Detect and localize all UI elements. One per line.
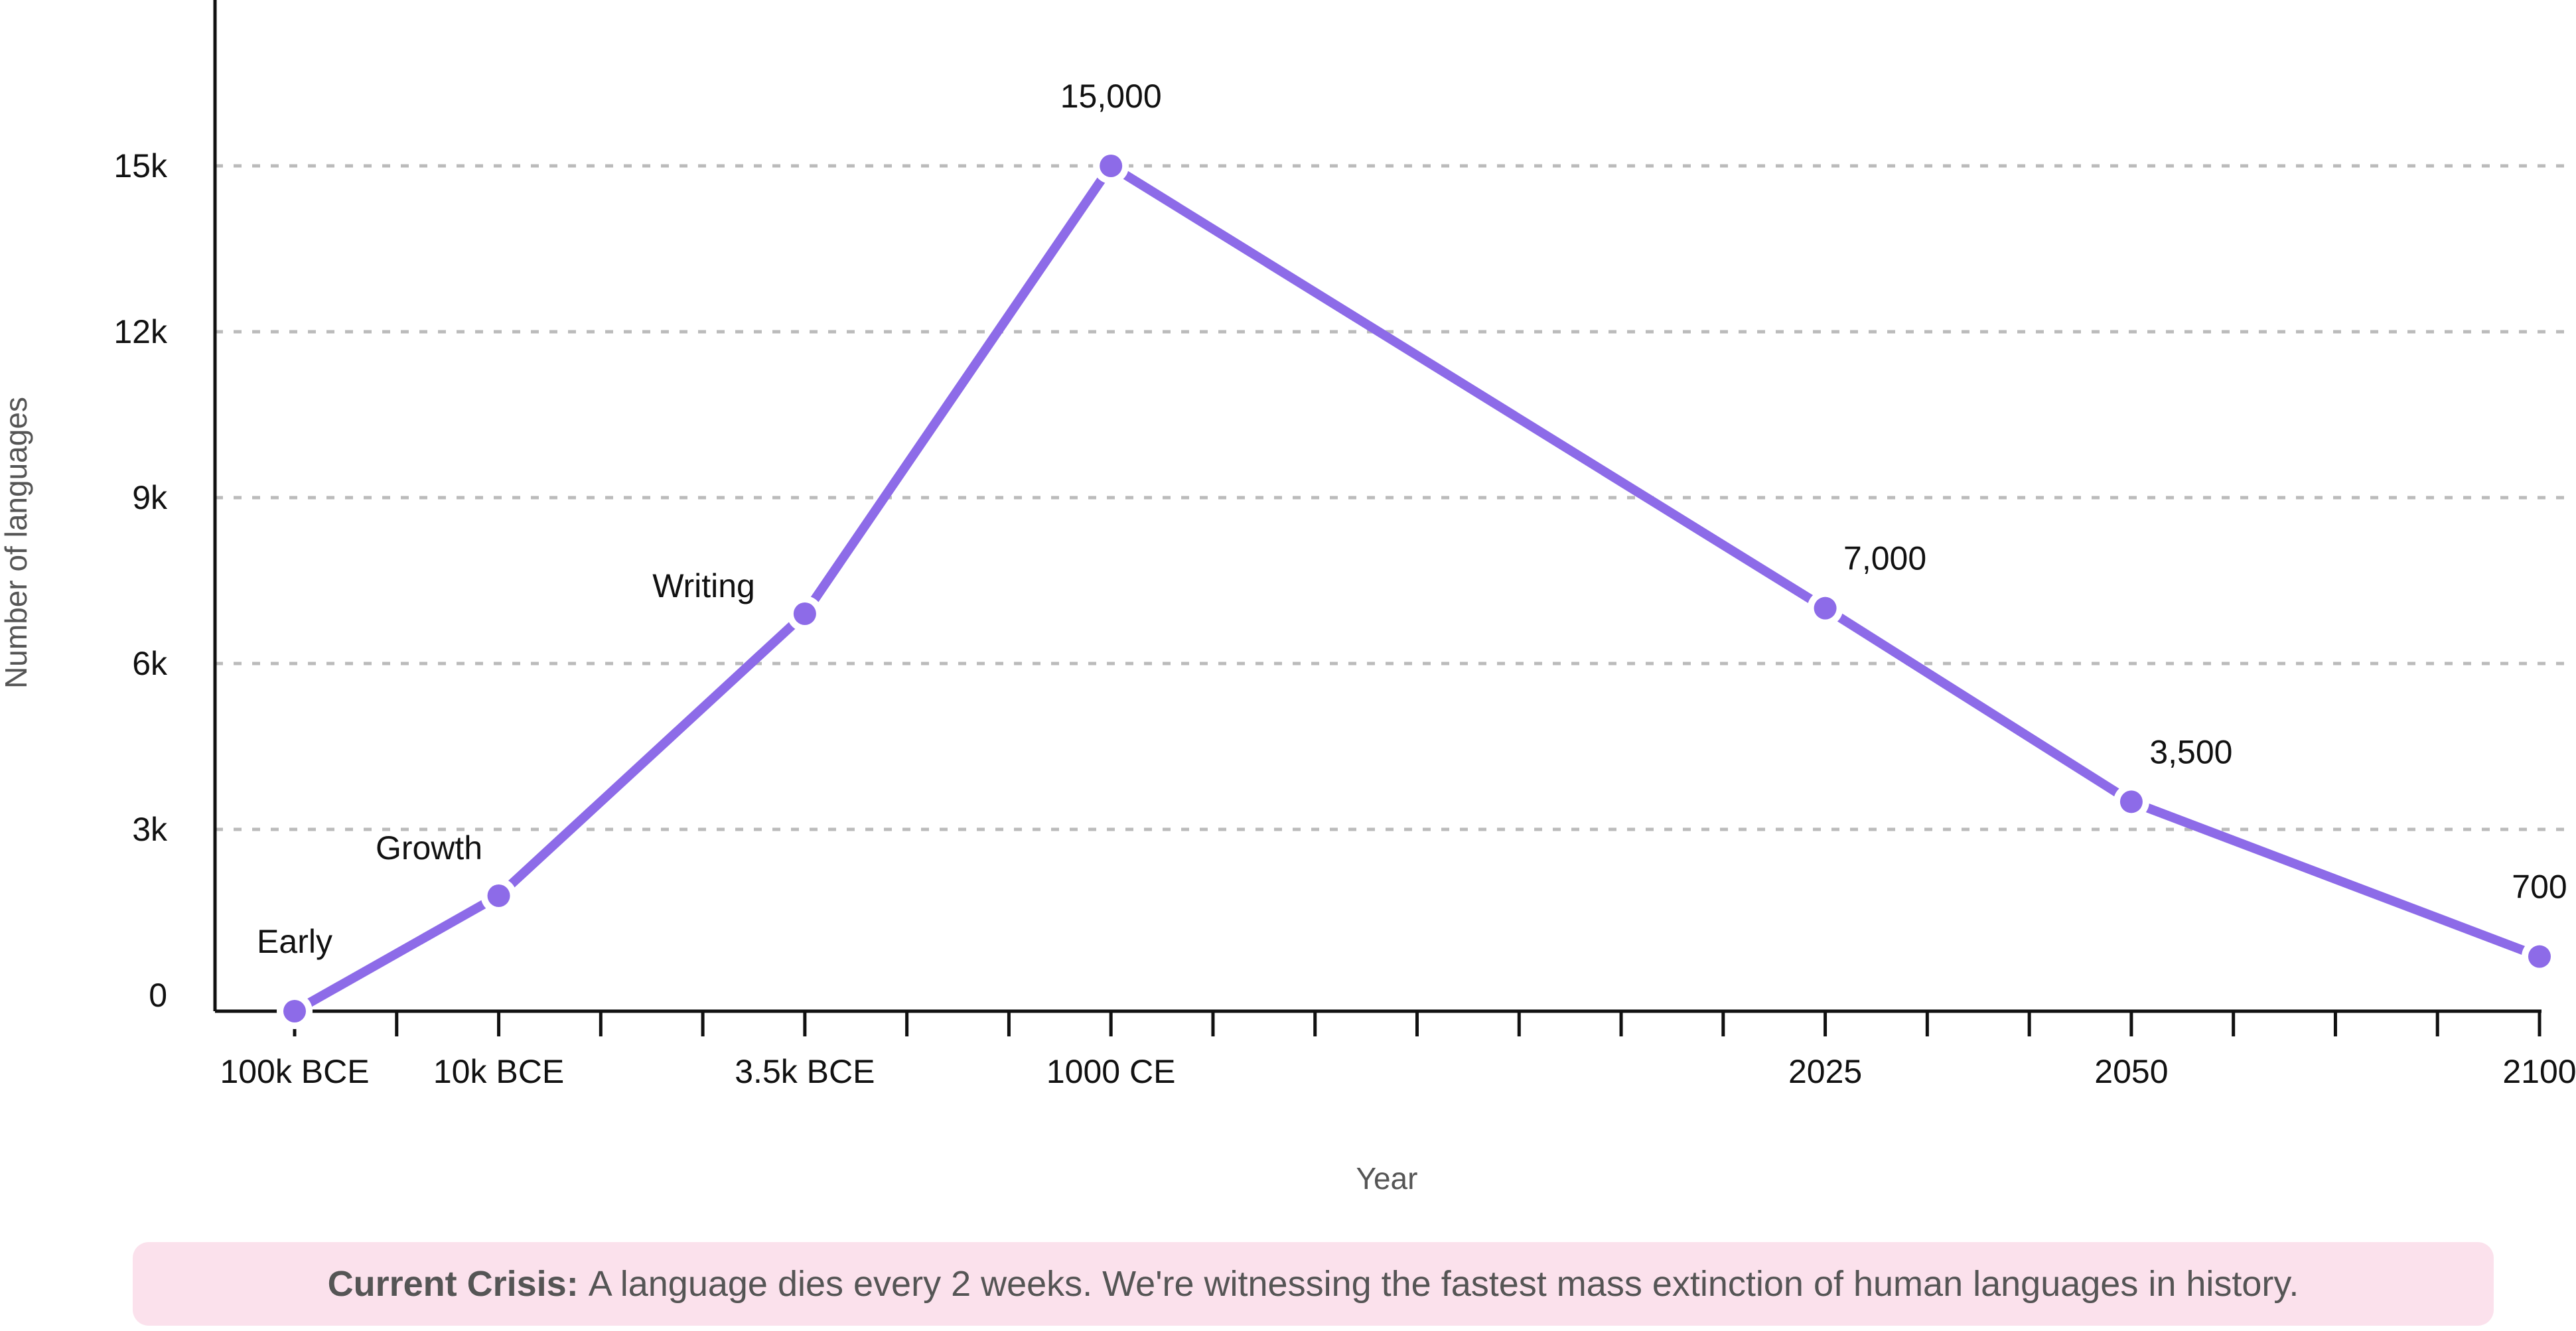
data-point-label-10k BCE: Growth (376, 829, 482, 867)
y-tick-label-6k: 6k (132, 645, 168, 682)
series-line (292, 161, 2541, 1016)
data-point-2100 (2528, 945, 2551, 968)
x-tick-label-2050: 2050 (2094, 1053, 2168, 1090)
data-point-100k BCE (283, 1000, 306, 1022)
data-series: Early Growth Writing 15,000 7,000 3,500 700 (257, 78, 2567, 1029)
x-axis-tick-labels: 100k BCE 10k BCE 3.5k BCE 1000 CE 2025 2050 21… (220, 1053, 2576, 1090)
crisis-note-body: A language dies every 2 weeks. We're wit… (579, 1264, 2299, 1304)
data-point-1000 CE (1100, 155, 1123, 177)
x-tick-label-100k BCE: 100k BCE (220, 1053, 369, 1090)
y-tick-label-12k: 12k (113, 313, 168, 350)
x-axis-title: Year (1356, 1161, 1418, 1196)
crisis-note-box (133, 1242, 2494, 1326)
x-tick-label-2100: 2100 (2502, 1053, 2576, 1090)
data-point-label-2025: 7,000 (1843, 540, 1926, 577)
data-point-label-2050: 3,500 (2149, 733, 2232, 770)
data-point-label-100k BCE: Early (257, 923, 332, 960)
x-tick-label-2025: 2025 (1788, 1053, 1862, 1090)
y-tick-label-3k: 3k (132, 811, 168, 848)
y-axis-title: Number of languages (0, 397, 33, 689)
y-tick-label-0: 0 (149, 977, 167, 1014)
x-tick-label-3.5k BCE: 3.5k BCE (735, 1053, 875, 1090)
crisis-note-text: Current Crisis: A language dies every 2 … (328, 1264, 2299, 1304)
data-point-2050 (2119, 790, 2143, 813)
data-point-label-1000 CE: 15,000 (1060, 78, 1162, 115)
x-axis-ticks (293, 1011, 2541, 1036)
data-point-10k BCE (487, 884, 510, 907)
y-axis-tick-labels: 0 3k 6k 9k 12k 15k (113, 147, 168, 1014)
gridlines (215, 164, 2571, 831)
x-tick-label-1000 CE: 1000 CE (1046, 1053, 1176, 1090)
data-point-label-2100: 700 (2512, 869, 2567, 906)
y-tick-label-9k: 9k (132, 479, 168, 516)
x-tick-label-10k BCE: 10k BCE (433, 1053, 564, 1090)
data-point-2025 (1814, 596, 1837, 620)
data-point-3.5k BCE (793, 602, 816, 625)
crisis-note-bold-label: Current Crisis: (328, 1264, 579, 1304)
y-tick-label-15k: 15k (113, 147, 168, 184)
data-point-label-3.5k BCE: Writing (652, 567, 755, 604)
